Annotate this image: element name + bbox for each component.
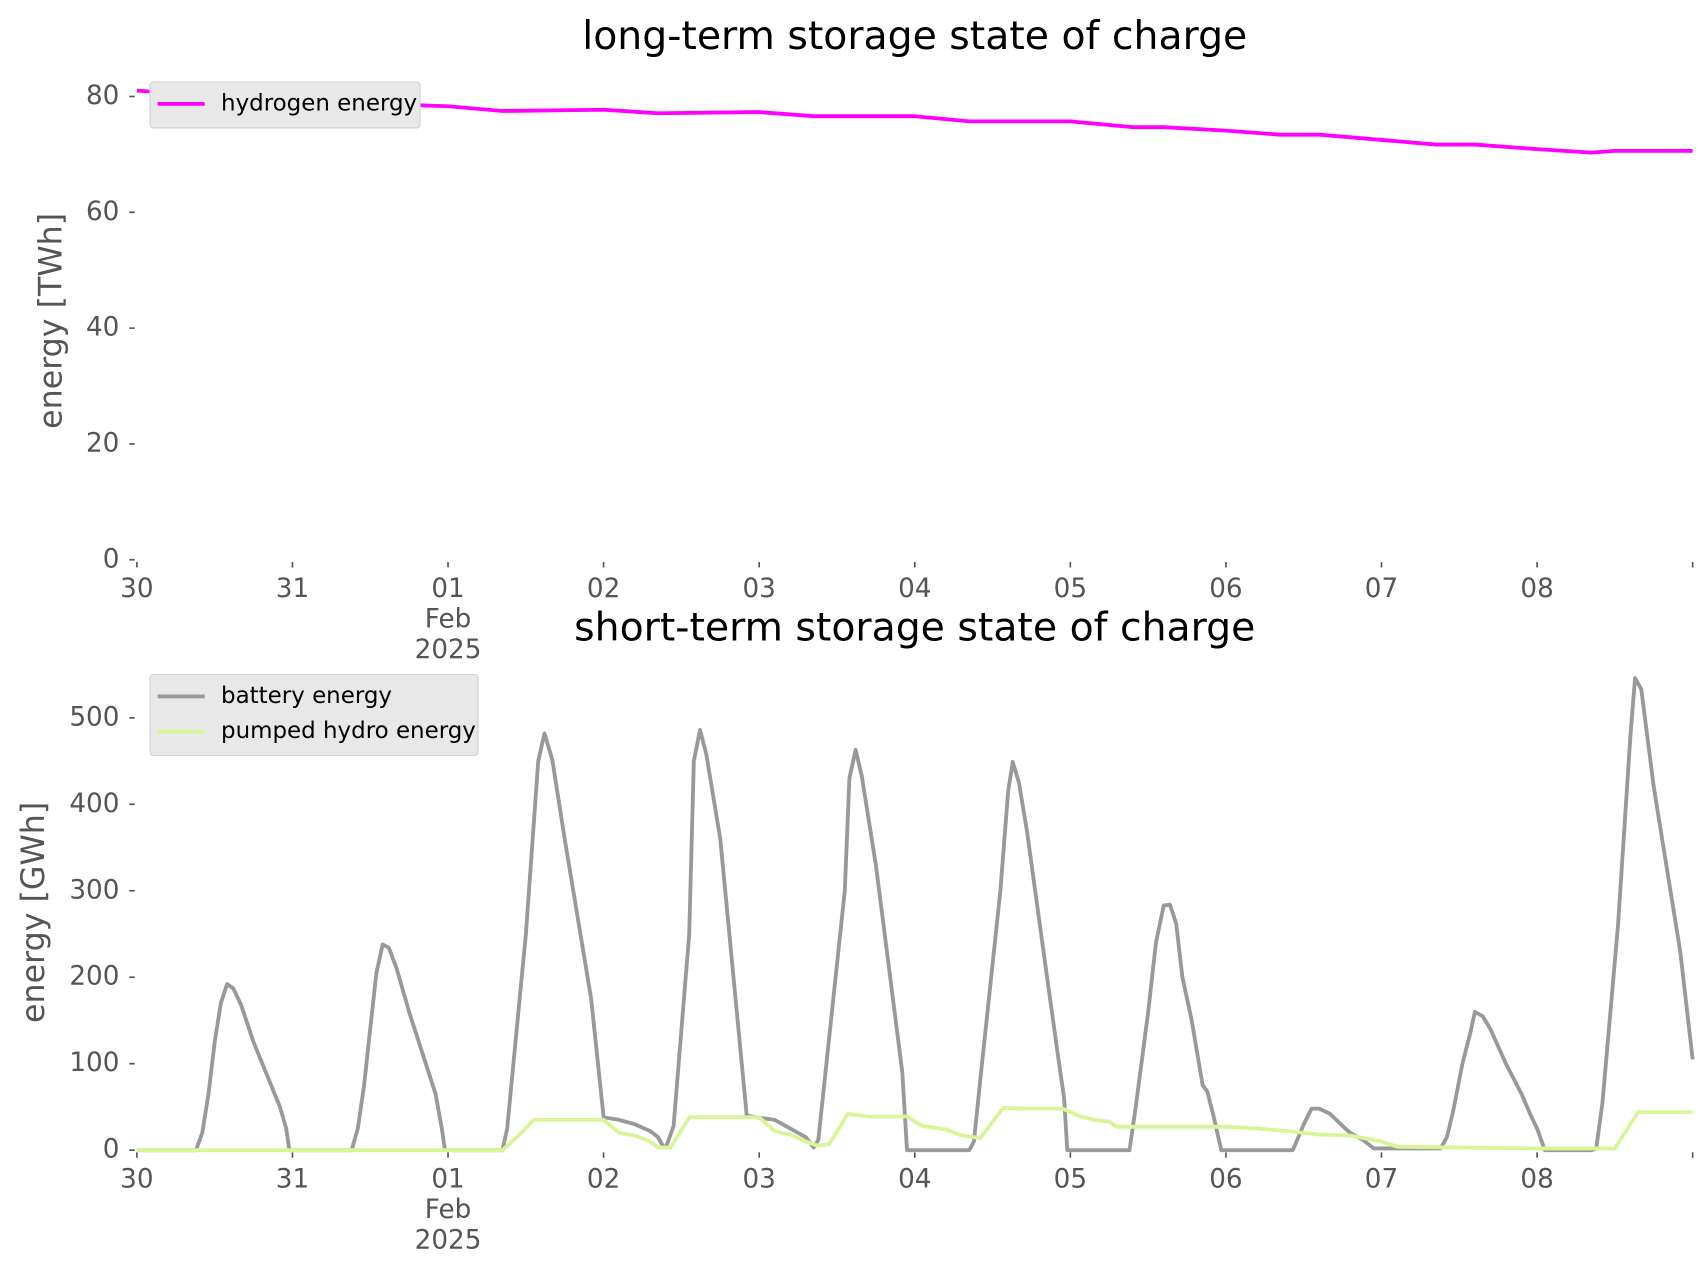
y-tick-label: 20 bbox=[86, 428, 119, 458]
y-tick-label: 40 bbox=[86, 313, 119, 343]
x-tick-label-box: 07 bbox=[1364, 572, 1399, 604]
x-tick-label: 04 bbox=[898, 572, 932, 604]
y-axis-label: energy [GWh] bbox=[16, 802, 52, 1023]
x-tick-label-box: 02 bbox=[586, 1163, 621, 1194]
x-tick-label-box: 31 bbox=[275, 1163, 310, 1194]
x-tick-label: 31 bbox=[275, 572, 310, 604]
x-tick-label-box: 31 bbox=[275, 572, 310, 604]
x-tick-label-box: 05 bbox=[1053, 572, 1088, 604]
y-tick-label: 0 bbox=[103, 1135, 120, 1165]
y-tick-label: 100 bbox=[69, 1048, 119, 1078]
y-tick-label: 300 bbox=[69, 875, 119, 905]
x-tick-label-box: 04 bbox=[898, 1163, 932, 1194]
x-tick-label-box: 02 bbox=[586, 572, 621, 604]
x-tick-label-box: 30 bbox=[120, 572, 154, 604]
legend-label: hydrogen energy bbox=[221, 90, 417, 116]
x-tick-label: 30 bbox=[120, 1163, 154, 1194]
x-tick-label-box: 06 bbox=[1209, 572, 1243, 604]
x-tick-label: 31 bbox=[275, 1163, 310, 1194]
y-axis-label: energy [TWh] bbox=[34, 213, 70, 429]
x-tick-label: 06 bbox=[1209, 572, 1243, 604]
y-tick-label: 80 bbox=[86, 81, 119, 111]
legend-label: battery energy bbox=[221, 683, 392, 709]
x-tick-label: 07 bbox=[1364, 1163, 1399, 1194]
y-tick-label: 400 bbox=[69, 789, 119, 819]
chart-title: long-term storage state of charge bbox=[582, 13, 1247, 59]
x-tick-label: 08 bbox=[1520, 572, 1554, 604]
x-tick-label: 02 bbox=[586, 1163, 621, 1194]
x-tick-label: 08 bbox=[1520, 1163, 1554, 1194]
y-tick-label: 60 bbox=[86, 197, 119, 227]
line-series bbox=[136, 88, 1693, 155]
line-series bbox=[136, 676, 1695, 1153]
x-tick-label-box: 08 bbox=[1520, 572, 1554, 604]
x-tick-label-box: 03 bbox=[742, 1163, 776, 1194]
x-tick-label-box: 07 bbox=[1364, 1163, 1399, 1194]
x-tick-label-box: 30 bbox=[120, 1163, 154, 1194]
x-tick-label: 30 bbox=[120, 572, 154, 604]
line-series bbox=[136, 1105, 1693, 1153]
x-tick-label: 05 bbox=[1053, 572, 1088, 604]
x-tick-label-box: 05 bbox=[1053, 1163, 1088, 1194]
legend-box bbox=[149, 81, 421, 129]
x-tick-label: 03 bbox=[742, 1163, 776, 1194]
x-tick-label: 06 bbox=[1209, 1163, 1243, 1194]
legend-box bbox=[149, 674, 479, 757]
x-tick-label-box: 06 bbox=[1209, 1163, 1243, 1194]
x-tick-label: 02 bbox=[586, 572, 621, 604]
x-tick-label: 03 bbox=[742, 572, 776, 604]
x-tick-label-box: 01 Feb 2025 bbox=[414, 1163, 482, 1256]
chart-title: short-term storage state of charge bbox=[574, 604, 1255, 650]
y-tick-label: 0 bbox=[103, 544, 120, 574]
x-tick-label: 05 bbox=[1053, 1163, 1088, 1194]
legend-label: pumped hydro energy bbox=[221, 718, 476, 744]
x-tick-label: 07 bbox=[1364, 572, 1399, 604]
x-tick-label-box: 03 bbox=[742, 572, 776, 604]
x-tick-label: 04 bbox=[898, 1163, 932, 1194]
x-tick-label-box: 04 bbox=[898, 572, 932, 604]
y-tick-label: 200 bbox=[69, 962, 119, 992]
x-tick-label: 01 Feb 2025 bbox=[414, 1163, 482, 1256]
x-tick-label-box: 08 bbox=[1520, 1163, 1554, 1194]
x-tick-label-box: 01 Feb 2025 bbox=[414, 572, 482, 665]
x-tick-label: 01 Feb 2025 bbox=[414, 572, 482, 665]
y-tick-label: 500 bbox=[69, 702, 119, 732]
